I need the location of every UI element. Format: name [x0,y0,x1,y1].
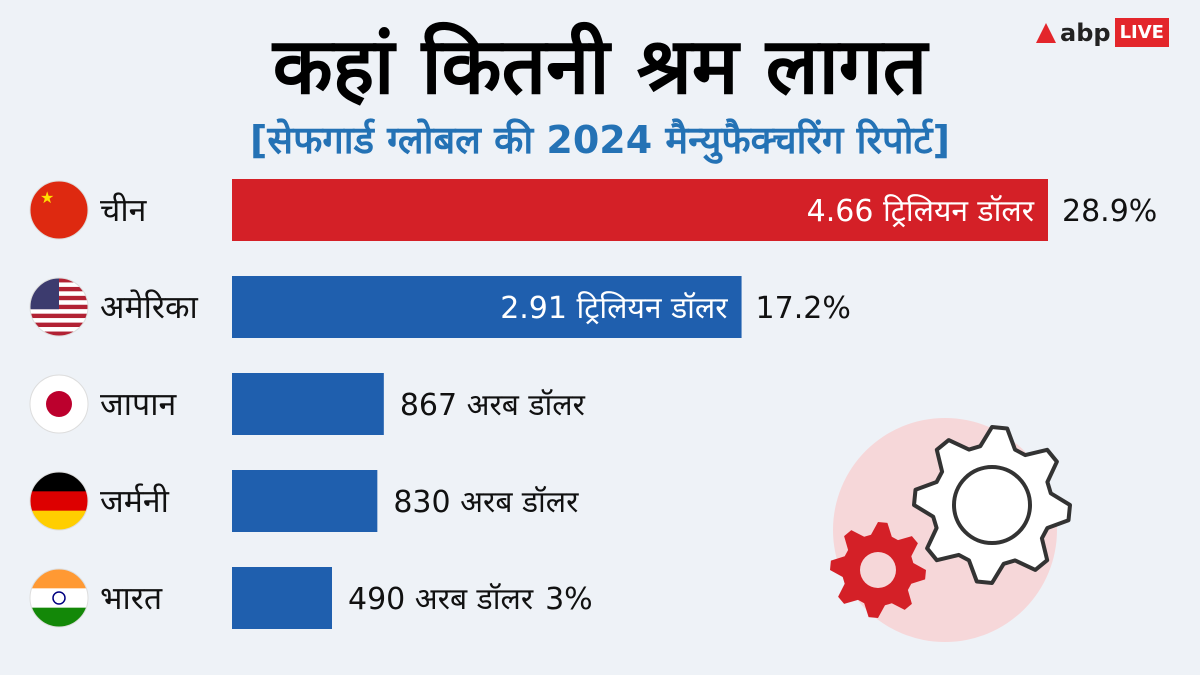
country-label: चीन [100,191,148,229]
country-label: अमेरिका [100,288,199,326]
country-label: भारत [100,579,163,617]
usa-flag-icon [30,278,88,336]
share-label: 17.2% [756,291,851,326]
germany-flag-icon [30,472,88,530]
china-flag-icon: ★ [30,181,88,239]
share-label: 28.9% [1062,194,1157,229]
share-label: 3% [545,582,593,617]
bar-row: ★ चीन 4.66 ट्रिलियन डॉलर 28.9% [29,179,1157,241]
abp-live-logo: abp LIVE [1036,18,1169,47]
bar-row: जापान 867 अरब डॉलर [29,373,586,435]
white-gear-icon [912,425,1072,585]
logo-brand: abp [1060,18,1111,47]
country-label: जर्मनी [100,482,170,520]
japan-flag-icon [30,375,88,433]
bar [232,567,332,629]
value-label: 490 अरब डॉलर [348,582,534,617]
value-label: 867 अरब डॉलर [400,388,586,423]
value-label: 4.66 ट्रिलियन डॉलर [807,194,1035,229]
chart-title: कहां कितनी श्रम लागत [272,22,928,112]
bar [232,373,384,435]
value-label: 2.91 ट्रिलियन डॉलर [500,291,728,326]
bar [232,179,1048,241]
value-label: 830 अरब डॉलर [393,485,579,520]
logo-live-badge: LIVE [1114,18,1169,47]
logo-triangle-icon [1036,22,1056,43]
svg-text:★: ★ [40,188,54,207]
gear-hole [860,552,896,588]
gear-hole [952,465,1032,545]
bar-row: भारत 490 अरब डॉलर 3% [29,567,593,629]
red-gear-icon [830,522,926,618]
chart-subtitle: [सेफगार्ड ग्लोबल की 2024 मैन्युफैक्चरिंग… [250,118,950,162]
bar-row: जर्मनी 830 अरब डॉलर [29,470,579,532]
bar-row: अमेरिका 2.91 ट्रिलियन डॉलर 17.2% [29,276,851,338]
bar [232,276,742,338]
gear-illustration [830,418,1072,642]
bar [232,470,378,532]
india-flag-icon [30,569,88,627]
country-label: जापान [100,385,177,423]
